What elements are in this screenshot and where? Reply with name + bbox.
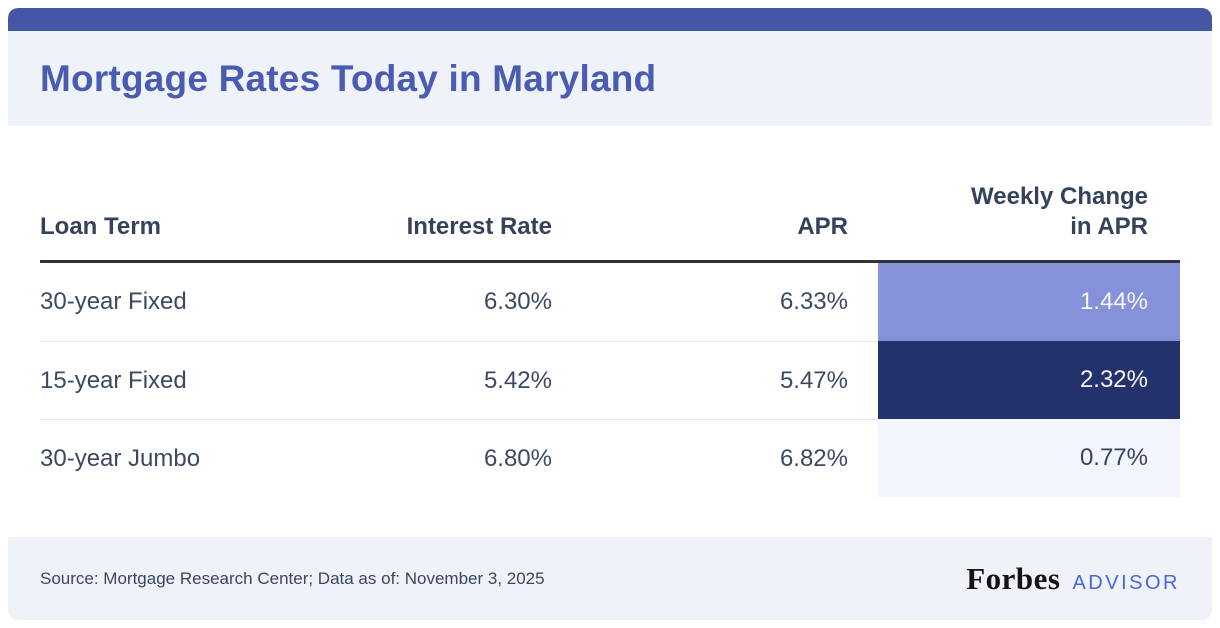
forbes-wordmark: Forbes: [966, 560, 1061, 596]
weekly-change-cell: 1.44%: [878, 263, 1180, 341]
column-header-apr: APR: [797, 213, 848, 240]
table-container: Loan Term Interest Rate APR Weekly Chang…: [8, 126, 1212, 537]
column-header-interest-rate: Interest Rate: [406, 213, 552, 240]
apr-cell: 6.82%: [552, 419, 878, 497]
table-row-30-year-jumbo: 30-year Jumbo 6.80% 6.82% 0.77%: [40, 419, 1180, 497]
rates-card: Mortgage Rates Today in Maryland Loan Te…: [8, 8, 1212, 620]
table-row-15-year-fixed: 15-year Fixed 5.42% 5.47% 2.32%: [40, 341, 1180, 419]
source-attribution: Source: Mortgage Research Center; Data a…: [40, 568, 545, 588]
column-header-loan-term: Loan Term: [40, 213, 161, 240]
column-header-weekly-change: Weekly Change in APR: [971, 183, 1148, 240]
interest-rate-cell: 6.80%: [300, 419, 552, 497]
top-accent-bar: [8, 8, 1212, 31]
table-row-30-year-fixed: 30-year Fixed 6.30% 6.33% 1.44%: [40, 263, 1180, 341]
advisor-wordmark: ADVISOR: [1072, 571, 1180, 594]
footer-band: Source: Mortgage Research Center; Data a…: [8, 537, 1212, 620]
title-band: Mortgage Rates Today in Maryland: [8, 31, 1212, 126]
loan-term-cell: 30-year Jumbo: [40, 419, 300, 497]
loan-term-cell: 15-year Fixed: [40, 341, 300, 419]
apr-cell: 5.47%: [552, 341, 878, 419]
forbes-advisor-logo: Forbes ADVISOR: [966, 561, 1180, 597]
interest-rate-cell: 6.30%: [483, 288, 552, 315]
page-title: Mortgage Rates Today in Maryland: [40, 57, 657, 99]
interest-rate-cell: 5.42%: [300, 341, 552, 419]
apr-cell: 6.33%: [779, 288, 848, 315]
loan-term-cell: 30-year Fixed: [40, 288, 187, 315]
weekly-change-cell: 2.32%: [878, 341, 1180, 419]
weekly-change-cell: 0.77%: [878, 419, 1180, 497]
table-header-row: Loan Term Interest Rate APR Weekly Chang…: [40, 126, 1180, 263]
